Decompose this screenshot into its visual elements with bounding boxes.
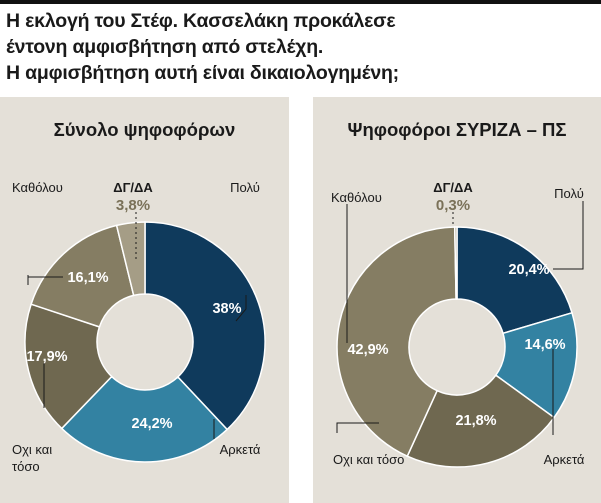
label-oxi-syriza: Οχι και τόσο: [333, 452, 404, 467]
slice-oxi-total: [24, 303, 113, 430]
value-dg-total: 3,8%: [116, 197, 150, 214]
value-katholou-total: 16,1%: [67, 270, 108, 286]
donut-chart-syriza: Πολύ Καθόλου ΔΓ/ΔΑ 0,3% Αρκετά Οχι και τ…: [331, 180, 585, 468]
donut-chart-total: Πολύ Καθόλου ΔΓ/ΔΑ 3,8% Αρκετά Οχι και τ…: [12, 180, 266, 474]
headline: Η εκλογή του Στέφ. Κασσελάκη προκάλεσε έ…: [6, 8, 596, 86]
label-katholou-syriza: Καθόλου: [331, 190, 382, 205]
label-oxi-total-1: Οχι και: [12, 442, 52, 457]
value-poly-syriza: 20,4%: [508, 262, 549, 278]
value-poly-total: 38%: [212, 301, 241, 317]
leader-poly-syriza: [553, 201, 584, 270]
label-dg-total: ΔΓ/ΔΑ: [113, 180, 153, 195]
label-arketa-syriza: Αρκετά: [544, 452, 585, 467]
slice-poly-total: [144, 221, 266, 431]
slice-dg-total: [115, 221, 146, 297]
slice-katholou-syriza: [336, 226, 457, 458]
slice-dg-syriza: [453, 226, 458, 300]
headline-line-2: έντονη αμφισβήτηση από στελέχη.: [6, 36, 324, 58]
label-arketa-total: Αρκετά: [220, 442, 261, 457]
headline-line-1: Η εκλογή του Στέφ. Κασσελάκη προκάλεσε: [6, 10, 396, 32]
leader-poly-total: [235, 295, 247, 322]
value-dg-syriza: 0,3%: [436, 197, 470, 214]
value-oxi-total: 17,9%: [26, 349, 67, 365]
slice-poly-syriza: [456, 226, 573, 335]
label-katholou-total: Καθόλου: [12, 180, 63, 195]
label-poly-total: Πολύ: [230, 180, 260, 195]
top-rule: [0, 0, 601, 4]
label-dg-syriza: ΔΓ/ΔΑ: [433, 180, 473, 195]
slice-katholou-total: [30, 224, 135, 328]
leader-oxi-syriza: [336, 422, 379, 433]
label-oxi-total-2: τόσο: [12, 459, 40, 474]
slice-arketa-syriza: [494, 311, 578, 419]
value-arketa-syriza: 14,6%: [524, 337, 565, 353]
slice-arketa-total: [60, 375, 229, 463]
panel-total-voters: Σύνολο ψηφοφόρων Πολύ Καθόλου ΔΓ/ΔΑ 3,8%…: [0, 97, 289, 503]
slice-oxi-syriza: [406, 374, 556, 468]
headline-line-3: Η αμφισβήτηση αυτή είναι δικαιολογημένη;: [6, 62, 399, 84]
chart-title-syriza: Ψηφοφόροι ΣΥΡΙΖΑ – ΠΣ: [347, 119, 567, 140]
value-arketa-total: 24,2%: [131, 416, 172, 432]
value-katholou-syriza: 42,9%: [347, 342, 388, 358]
chart-title-total: Σύνολο ψηφοφόρων: [53, 119, 236, 140]
label-poly-syriza: Πολύ: [554, 186, 584, 201]
value-oxi-syriza: 21,8%: [455, 413, 496, 429]
panel-syriza-voters: Ψηφοφόροι ΣΥΡΙΖΑ – ΠΣ Πολύ Καθόλου ΔΓ/ΔΑ…: [313, 97, 601, 503]
